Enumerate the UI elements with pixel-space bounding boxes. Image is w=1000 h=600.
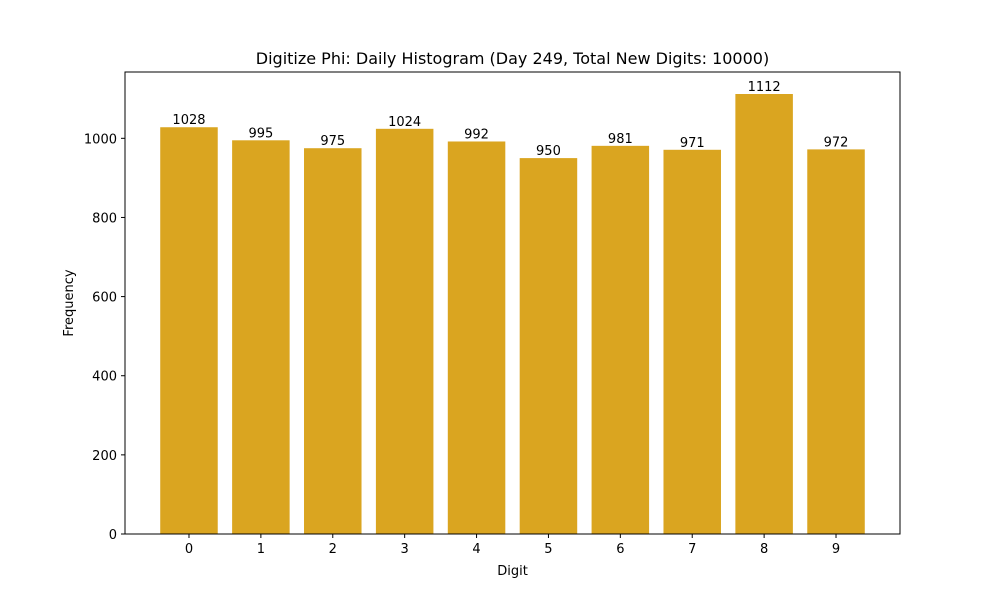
x-tick-label: 9 <box>832 542 840 557</box>
bar-digit-3 <box>375 128 434 535</box>
bar-value-label: 981 <box>608 132 633 147</box>
bar-digit-8 <box>735 94 793 534</box>
bar-digit-7 <box>663 149 721 534</box>
x-tick-label: 3 <box>401 542 409 557</box>
bar-digit-0 <box>160 127 218 534</box>
y-tick-label: 200 <box>92 449 117 464</box>
x-tick-label: 4 <box>472 542 480 557</box>
bar-value-label: 975 <box>320 134 345 149</box>
y-axis-ticks: 0 200 400 600 800 1000 <box>84 132 125 543</box>
bar-digit-1 <box>232 140 290 534</box>
bar-value-label: 971 <box>680 136 705 151</box>
bar-digit-9 <box>807 149 865 534</box>
bar-value-label: 992 <box>464 127 489 142</box>
x-axis-label: Digit <box>497 564 528 579</box>
x-tick-label: 6 <box>616 542 624 557</box>
x-tick-label: 8 <box>760 542 768 557</box>
bar-value-label: 950 <box>536 144 561 159</box>
x-tick-label: 2 <box>329 542 337 557</box>
x-tick-label: 1 <box>257 542 265 557</box>
bar-value-label: 1028 <box>172 113 205 128</box>
y-tick-label: 400 <box>92 370 117 385</box>
bar-value-label: 995 <box>248 126 273 141</box>
bar-value-label: 1024 <box>388 115 421 130</box>
chart-title: Digitize Phi: Daily Histogram (Day 249, … <box>256 49 769 68</box>
x-axis-ticks: 0 1 2 3 4 5 6 7 8 9 <box>185 534 840 557</box>
plot-frame <box>124 71 901 535</box>
bar-digit-2 <box>304 148 362 535</box>
y-tick-label: 1000 <box>84 132 117 147</box>
bar-digit-5 <box>519 158 578 535</box>
x-tick-label: 5 <box>544 542 552 557</box>
bars-group <box>160 94 865 535</box>
bar-value-label: 1112 <box>748 80 781 95</box>
x-tick-label: 0 <box>185 542 193 557</box>
y-tick-label: 600 <box>92 291 117 306</box>
x-tick-label: 7 <box>688 542 696 557</box>
bar-digit-4 <box>447 141 506 535</box>
y-tick-label: 0 <box>109 528 117 543</box>
y-tick-label: 800 <box>92 211 117 226</box>
bar-value-labels: 1028 995 975 1024 992 950 981 971 1112 972 <box>172 80 848 159</box>
bar-digit-6 <box>591 145 650 534</box>
bar-value-label: 972 <box>824 135 849 150</box>
y-axis-label: Frequency <box>62 269 77 336</box>
